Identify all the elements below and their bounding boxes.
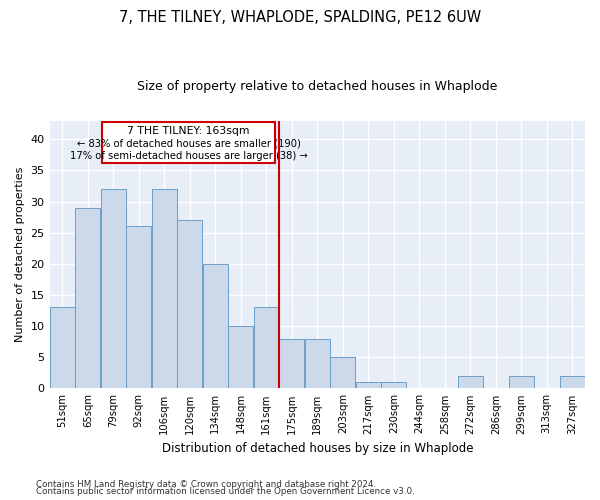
Bar (152, 189, 176, 388)
Bar (305, 338, 329, 388)
Bar (76, 208, 100, 388)
Bar (458, 376, 482, 388)
Bar (50, 308, 74, 388)
FancyBboxPatch shape (102, 122, 275, 163)
Bar (356, 382, 380, 388)
Bar (101, 189, 125, 388)
Text: 7, THE TILNEY, WHAPLODE, SPALDING, PE12 6UW: 7, THE TILNEY, WHAPLODE, SPALDING, PE12 … (119, 10, 481, 25)
Text: ← 83% of detached houses are smaller (190): ← 83% of detached houses are smaller (19… (77, 138, 301, 148)
Bar (203, 264, 227, 388)
Title: Size of property relative to detached houses in Whaplode: Size of property relative to detached ho… (137, 80, 497, 93)
Bar (178, 220, 202, 388)
Text: Contains HM Land Registry data © Crown copyright and database right 2024.: Contains HM Land Registry data © Crown c… (36, 480, 376, 489)
Bar (229, 326, 253, 388)
Bar (560, 376, 584, 388)
Text: Contains public sector information licensed under the Open Government Licence v3: Contains public sector information licen… (36, 488, 415, 496)
Bar (280, 338, 304, 388)
Bar (127, 226, 151, 388)
X-axis label: Distribution of detached houses by size in Whaplode: Distribution of detached houses by size … (161, 442, 473, 455)
Text: 17% of semi-detached houses are larger (38) →: 17% of semi-detached houses are larger (… (70, 150, 307, 160)
Text: 7 THE TILNEY: 163sqm: 7 THE TILNEY: 163sqm (127, 126, 250, 136)
Y-axis label: Number of detached properties: Number of detached properties (15, 167, 25, 342)
Bar (509, 376, 533, 388)
Bar (382, 382, 406, 388)
Bar (254, 308, 278, 388)
Bar (331, 358, 355, 388)
